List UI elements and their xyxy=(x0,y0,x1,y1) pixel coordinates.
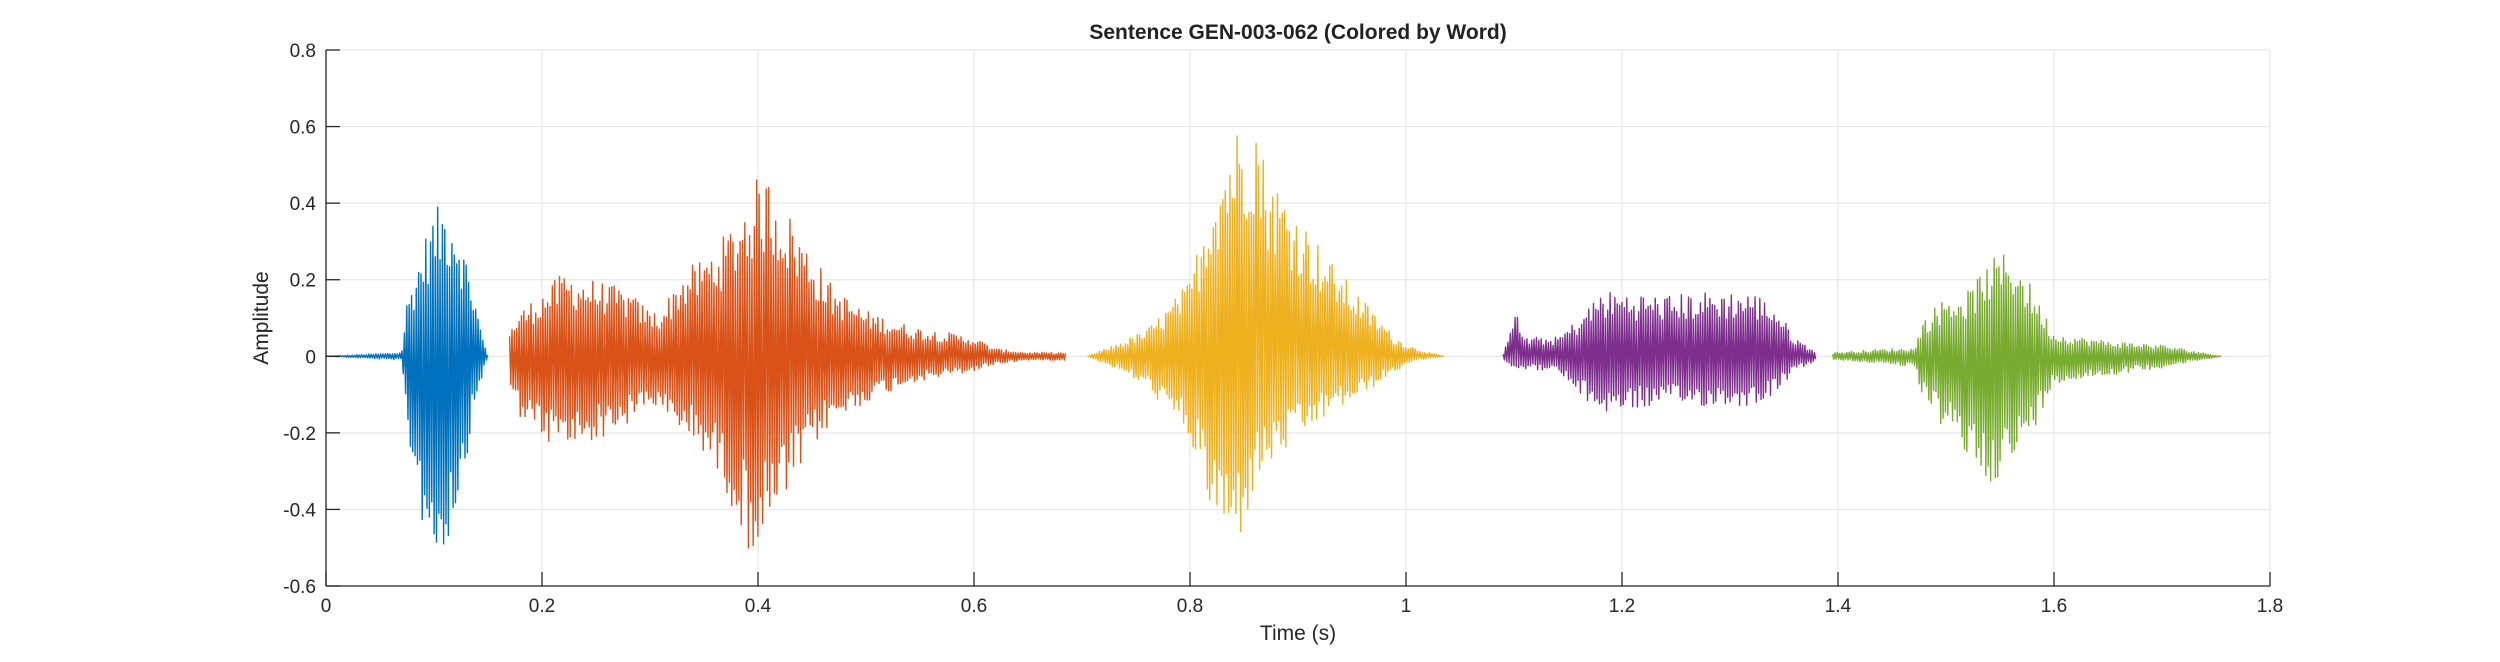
waveform-series xyxy=(325,135,2222,549)
word-waveform-4 xyxy=(1502,292,1817,412)
y-tick-label: 0 xyxy=(305,347,316,368)
x-tick-label: 0.8 xyxy=(1177,596,1203,617)
y-tick-label: -0.6 xyxy=(283,577,316,598)
word-waveform-5 xyxy=(1831,254,2222,482)
y-tick-label: 0.8 xyxy=(290,41,316,62)
x-tick-label: 1.2 xyxy=(1609,596,1635,617)
x-tick-label: 0.4 xyxy=(745,596,772,617)
word-waveform-1 xyxy=(325,206,489,545)
y-tick-label: 0.4 xyxy=(290,194,317,215)
word-waveform-2 xyxy=(508,179,1067,549)
y-tick-label: 0.2 xyxy=(290,271,316,292)
y-tick-label: -0.2 xyxy=(283,424,316,445)
word-waveform-3 xyxy=(1087,135,1444,533)
x-tick-label: 0 xyxy=(321,596,332,617)
x-tick-label: 1 xyxy=(1401,596,1412,617)
y-tick-label: -0.4 xyxy=(283,500,316,521)
y-axis-label: Amplitude xyxy=(250,271,273,364)
ticks: 0 0.2 0.4 0.6 0.8 1 1.2 1.4 1.6 1.8 -0.6 -0.4 -0.2 0 0… xyxy=(283,41,2283,617)
chart-title: Sentence GEN-003-062 (Colored by Word) xyxy=(1089,21,1506,44)
x-tick-label: 1.6 xyxy=(2041,596,2067,617)
x-tick-label: 1.4 xyxy=(1825,596,1852,617)
x-tick-label: 0.2 xyxy=(529,596,555,617)
axes xyxy=(325,50,2270,587)
y-tick-label: 0.6 xyxy=(290,118,316,139)
x-axis-label: Time (s) xyxy=(1260,622,1336,645)
x-tick-label: 0.6 xyxy=(961,596,987,617)
x-tick-label: 1.8 xyxy=(2257,596,2283,617)
